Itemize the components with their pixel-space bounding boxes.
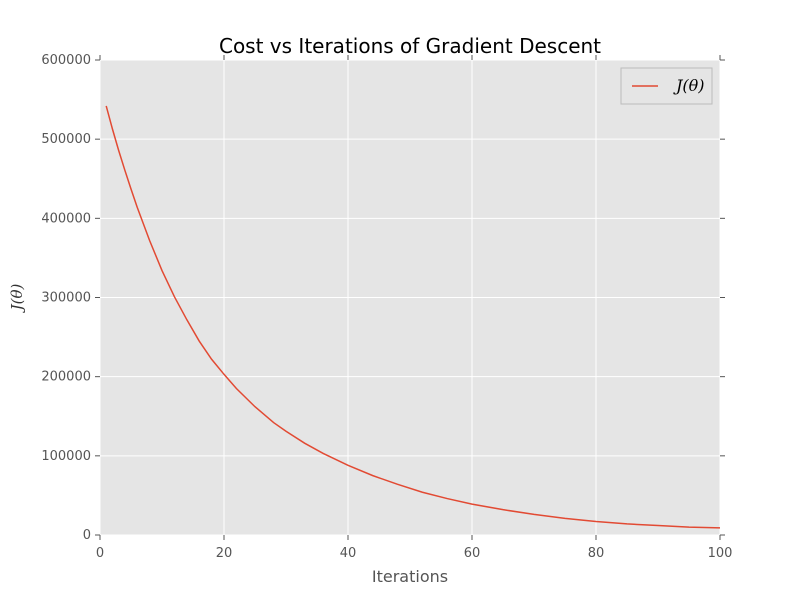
x-tick-label: 0 [96, 546, 104, 561]
legend-label: J(θ) [673, 76, 705, 95]
tick-marks [95, 55, 725, 540]
legend: J(θ) [620, 67, 713, 105]
y-tick-label: 400000 [41, 211, 91, 226]
y-tick-labels: 0 100000 200000 300000 400000 500000 600000 [41, 53, 91, 543]
x-tick-label: 100 [708, 546, 733, 561]
x-tick-labels: 0 20 40 60 80 100 [96, 546, 733, 561]
y-tick-label: 600000 [41, 53, 91, 68]
y-tick-label: 500000 [41, 132, 91, 147]
x-tick-label: 80 [588, 546, 605, 561]
y-tick-label: 0 [83, 528, 91, 543]
y-tick-label: 100000 [41, 449, 91, 464]
y-tick-label: 300000 [41, 291, 91, 306]
y-axis-label: J(θ) [8, 283, 26, 313]
chart-title: Cost vs Iterations of Gradient Descent [219, 34, 601, 58]
x-tick-label: 20 [216, 546, 233, 561]
y-tick-label: 200000 [41, 370, 91, 385]
x-tick-label: 40 [340, 546, 357, 561]
x-axis-label: Iterations [372, 567, 448, 586]
series-line-cost [105, 105, 721, 529]
gridlines [99, 59, 721, 536]
x-tick-label: 60 [464, 546, 481, 561]
